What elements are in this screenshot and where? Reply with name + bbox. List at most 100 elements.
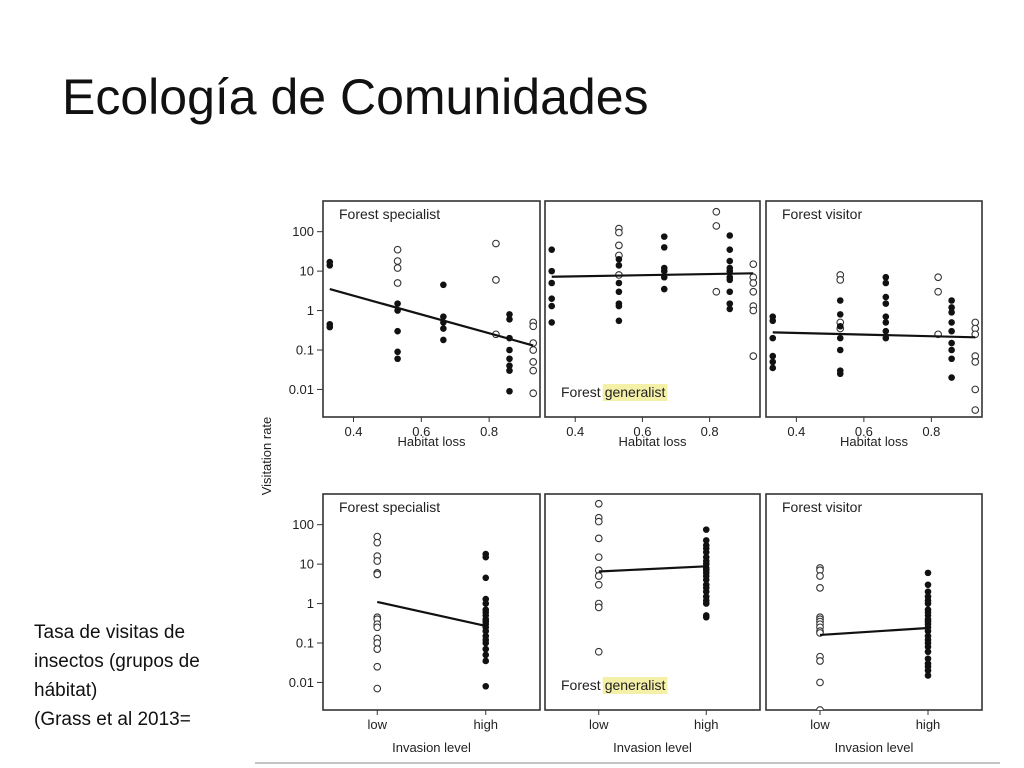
filled-point	[506, 346, 513, 354]
hollow-point	[594, 580, 603, 589]
hollow-point	[615, 228, 623, 237]
hollow-point	[373, 662, 382, 671]
filled-point	[726, 276, 734, 284]
x-tick-label: 0.4	[344, 424, 362, 439]
filled-point	[482, 639, 490, 647]
panel-frame	[322, 200, 541, 418]
fit-line	[551, 272, 754, 278]
label-background	[337, 206, 443, 223]
filled-point	[615, 302, 623, 310]
filled-point	[836, 311, 844, 318]
x-tick-label: 0.4	[787, 424, 805, 439]
fit-line	[377, 600, 486, 628]
filled-point	[836, 346, 844, 354]
hollow-point	[373, 645, 382, 653]
label-background	[780, 206, 865, 223]
filled-point	[615, 262, 623, 269]
filled-point	[924, 581, 932, 589]
hollow-point	[971, 406, 980, 414]
panel-frame	[765, 493, 983, 711]
filled-point	[769, 364, 777, 372]
hollow-point	[393, 264, 402, 272]
hollow-point	[594, 553, 603, 562]
y-tick-label: 1	[307, 303, 314, 318]
hollow-point	[934, 287, 942, 296]
hollow-point	[393, 245, 402, 254]
filled-point	[948, 346, 955, 354]
x-axis-label: Habitat loss	[840, 434, 908, 449]
filled-point	[948, 374, 955, 381]
filled-point	[882, 279, 890, 287]
hollow-point	[373, 570, 382, 579]
filled-point	[660, 285, 668, 293]
filled-point	[924, 667, 932, 674]
x-tick-label: low	[367, 717, 387, 732]
filled-point	[615, 255, 623, 263]
filled-point	[702, 548, 710, 556]
filled-point	[769, 358, 777, 366]
filled-point	[948, 297, 955, 304]
panel-label: Forest	[561, 677, 601, 693]
hollow-point	[594, 603, 603, 612]
panel-frame	[544, 493, 761, 711]
hollow-point	[816, 657, 824, 665]
hollow-point	[749, 352, 758, 360]
fit-line	[772, 331, 976, 339]
filled-point	[660, 244, 668, 251]
slide-title: Ecología de Comunidades	[62, 69, 649, 125]
y-tick-label: 0.01	[289, 675, 314, 690]
y-tick-label: 1	[307, 596, 314, 611]
filled-point	[769, 334, 777, 342]
hollow-point	[529, 389, 538, 398]
fit-line	[329, 288, 534, 347]
filled-point	[726, 300, 734, 307]
filled-point	[702, 600, 710, 607]
x-tick-label: 0.6	[412, 424, 430, 439]
fit-line	[598, 565, 707, 573]
panel-label: Forest visitor	[782, 206, 862, 222]
x-axis-label: Invasion level	[835, 740, 914, 755]
filled-point	[948, 304, 955, 311]
filled-point	[769, 352, 777, 360]
filled-point	[326, 262, 334, 269]
hollow-point	[492, 276, 500, 284]
filled-point	[726, 288, 734, 296]
hollow-point	[594, 499, 603, 508]
filled-point	[882, 313, 890, 320]
filled-point	[882, 293, 890, 301]
filled-point	[948, 339, 955, 347]
filled-point	[882, 327, 890, 335]
filled-point	[548, 319, 556, 326]
x-tick-label: low	[589, 717, 609, 732]
x-axis-label: Invasion level	[613, 740, 692, 755]
filled-point	[948, 327, 955, 335]
filled-point	[394, 355, 401, 363]
hollow-point	[816, 706, 824, 710]
hollow-point	[816, 584, 824, 592]
panel-label: Forest specialist	[339, 206, 440, 222]
hollow-point	[594, 517, 603, 526]
filled-point	[506, 355, 513, 363]
filled-point	[702, 613, 710, 621]
hollow-point	[836, 276, 845, 284]
filled-point	[702, 588, 710, 595]
y-tick-label: 0.1	[296, 342, 314, 357]
filled-point	[394, 348, 401, 356]
hollow-point	[712, 222, 721, 230]
label-highlight	[602, 677, 668, 694]
y-tick-label: 10	[300, 557, 314, 572]
hollow-point	[971, 385, 980, 394]
filled-point	[615, 317, 623, 325]
hollow-point	[816, 678, 824, 687]
y-tick-label: 10	[300, 264, 314, 279]
filled-point	[836, 370, 844, 378]
x-tick-label: 0.8	[922, 424, 940, 439]
caption-line: Tasa de visitas de	[34, 622, 186, 643]
x-tick-label: 0.6	[855, 424, 873, 439]
filled-point	[482, 682, 490, 690]
x-tick-label: high	[694, 717, 719, 732]
panel-frame	[322, 493, 541, 711]
hollow-point	[529, 366, 538, 375]
hollow-point	[373, 557, 382, 565]
filled-point	[548, 267, 556, 275]
